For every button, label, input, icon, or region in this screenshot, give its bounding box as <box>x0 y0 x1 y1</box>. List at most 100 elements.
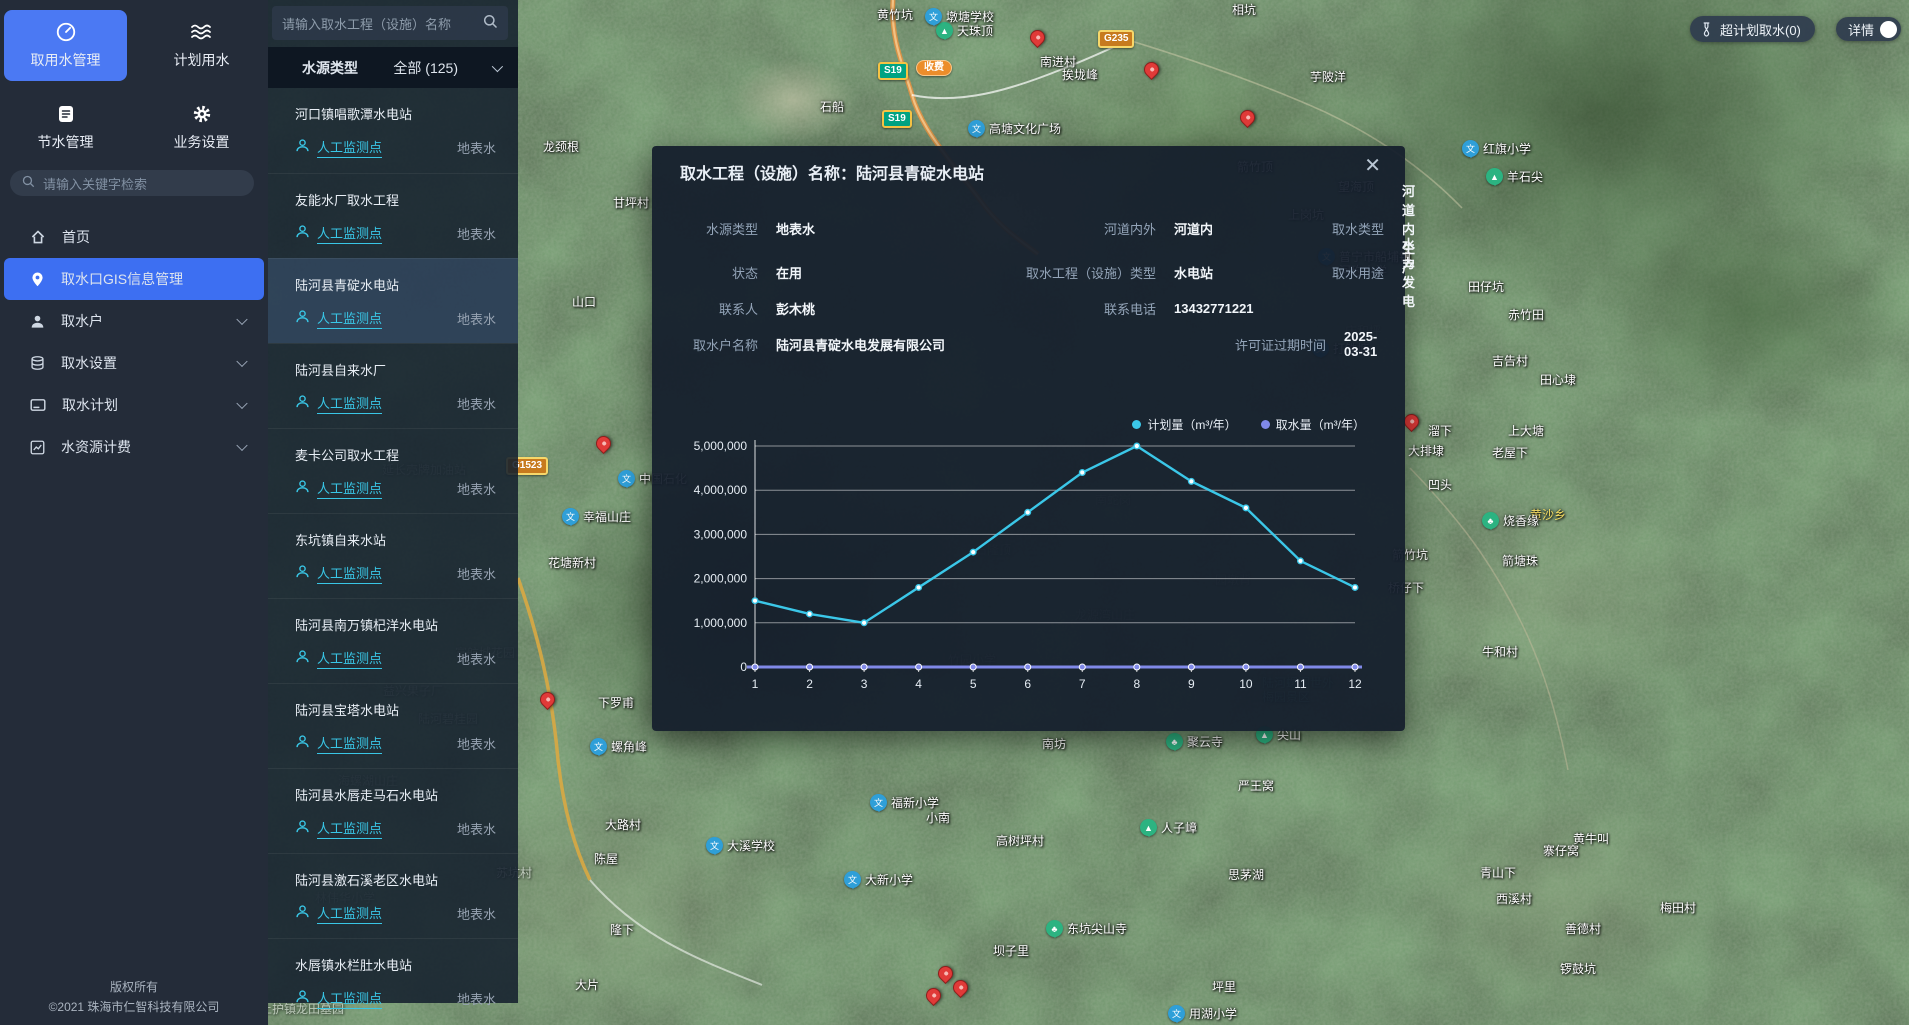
detail-toggle[interactable]: 详情 <box>1836 17 1902 41</box>
facility-search-input[interactable]: 请输入取水工程（设施）名称 <box>272 6 508 40</box>
facility-name: 陆河县青碇水电站 <box>295 278 400 293</box>
map-place-label: 相坑 <box>1232 3 1257 17</box>
map-place-label: 石船 <box>820 100 845 114</box>
red-map-pin[interactable] <box>934 962 957 985</box>
monitor-type-link[interactable]: 人工监测点 <box>317 308 383 329</box>
chevron-down-icon[interactable] <box>491 60 504 72</box>
map-poi-label: 大新小学 <box>865 873 914 887</box>
monitor-type-link[interactable]: 人工监测点 <box>317 137 383 158</box>
field-row: 取水户名称 陆河县青碇水电发展有限公司 许可证过期时间 2025-03-31 <box>664 326 1393 362</box>
monitor-type-link[interactable]: 人工监测点 <box>317 733 383 754</box>
monitor-type-link[interactable]: 人工监测点 <box>317 988 383 1009</box>
list-item[interactable]: 陆河县水唇走马石水电站 人工监测点 地表水 <box>262 768 518 853</box>
school-icon[interactable]: 文 <box>870 794 887 812</box>
water-source-type: 地表水 <box>456 141 496 156</box>
close-icon[interactable]: ✕ <box>1364 155 1381 177</box>
sidebar-item-label: 取水户 <box>61 313 103 329</box>
red-map-pin[interactable] <box>1026 26 1049 49</box>
red-map-pin[interactable] <box>949 976 972 999</box>
sidebar-item-取水设置[interactable]: 取水设置 <box>0 342 268 384</box>
school-icon[interactable]: 文 <box>618 470 635 488</box>
school-icon[interactable]: 文 <box>1462 140 1479 158</box>
scenic-icon[interactable]: ♣ <box>1482 512 1499 530</box>
over-plan-intake-button[interactable]: 超计划取水(0) <box>1690 16 1815 42</box>
person-icon <box>295 224 310 244</box>
sidebar-item-首页[interactable]: 首页 <box>0 216 268 258</box>
monitor-type-link[interactable]: 人工监测点 <box>317 563 383 584</box>
chevron-down-icon[interactable] <box>236 439 248 452</box>
intake-chart: 0 1,000,000 2,000,000 3,000,000 4,000,000 5,0… <box>652 408 1405 718</box>
list-item[interactable]: 陆河县青碇水电站人工监测点 地表水 <box>262 258 518 343</box>
scenic-icon[interactable]: ♣ <box>1046 920 1063 938</box>
chevron-down-icon[interactable] <box>236 355 248 368</box>
map-place-label: 老屋下 <box>1492 446 1529 460</box>
facility-info-row: 人工监测点 地表水 <box>295 308 496 329</box>
map-place-label: 严王窝 <box>1238 779 1275 793</box>
mountain-icon[interactable]: ▲ <box>1486 168 1503 186</box>
monitor-type-link[interactable]: 人工监测点 <box>317 393 383 414</box>
water-source-type: 地表水 <box>456 397 496 412</box>
source-type-filter-bar[interactable]: 水源类型 全部 (125) <box>262 47 518 88</box>
mountain-icon[interactable]: ▲ <box>1140 819 1157 837</box>
chevron-down-icon[interactable] <box>236 313 248 326</box>
red-map-pin[interactable] <box>536 688 559 711</box>
filter-value[interactable]: 全部 (125) <box>393 59 458 76</box>
sidebar-item-水资源计费[interactable]: 水资源计费 <box>0 426 268 468</box>
sidebar-item-取水计划[interactable]: 取水计划 <box>0 384 268 426</box>
sidebar-search-input[interactable]: 请输入关键字检索 <box>10 170 254 196</box>
person-icon <box>295 309 310 329</box>
map-poi-label: 墩塘学校 <box>946 10 995 24</box>
school-icon[interactable]: 文 <box>706 837 723 855</box>
school-icon[interactable]: 文 <box>590 738 607 756</box>
school-icon[interactable]: 文 <box>1168 1005 1185 1023</box>
road-shield: G235 <box>1098 30 1135 48</box>
search-icon[interactable] <box>483 14 498 32</box>
map-poi-label: 聚云寺 <box>1187 735 1224 749</box>
scenic-icon[interactable]: ♣ <box>1166 733 1183 751</box>
app-tile-业务设置[interactable]: 业务设置 <box>140 92 263 163</box>
school-icon[interactable]: 文 <box>968 120 985 138</box>
svg-text:4: 4 <box>915 677 922 691</box>
list-item[interactable]: 麦卡公司取水工程 人工监测点 地表水 <box>262 428 518 513</box>
monitor-type-link[interactable]: 人工监测点 <box>317 648 383 669</box>
monitor-type-link[interactable]: 人工监测点 <box>317 903 383 924</box>
list-item[interactable]: 陆河县宝塔水电站 人工监测点 地表水 <box>262 683 518 768</box>
red-map-pin[interactable] <box>1140 58 1163 81</box>
app-tile-计划用水[interactable]: 计划用水 <box>140 10 263 81</box>
list-item[interactable]: 河口镇唱歌潭水电站 人工监测点 地表水 <box>262 88 518 173</box>
monitor-type-link[interactable]: 人工监测点 <box>317 478 383 499</box>
card-icon <box>30 398 46 412</box>
app-tile-节水管理[interactable]: 节水管理 <box>4 92 127 163</box>
svg-text:5: 5 <box>970 677 977 691</box>
map-place-label: 善德村 <box>1565 922 1602 936</box>
list-item[interactable]: 友能水厂取水工程 人工监测点 地表水 <box>262 173 518 258</box>
red-map-pin[interactable] <box>592 432 615 455</box>
list-item[interactable]: 陆河县南万镇杞洋水电站 人工监测点 地表水 <box>262 598 518 683</box>
list-item[interactable]: 陆河县自来水厂 人工监测点 地表水 <box>262 343 518 428</box>
facility-info-row: 人工监测点 地表水 <box>295 478 496 499</box>
toggle-knob[interactable] <box>1880 20 1898 38</box>
facility-info-row: 人工监测点 地表水 <box>295 648 496 669</box>
school-icon[interactable]: 文 <box>925 8 942 26</box>
chevron-down-icon[interactable] <box>236 397 248 410</box>
monitor-type-link[interactable]: 人工监测点 <box>317 223 383 244</box>
map-poi-label: 东坑尖山寺 <box>1067 922 1128 936</box>
red-map-pin[interactable] <box>1236 106 1259 129</box>
sidebar-item-取水口GIS信息管理[interactable]: 取水口GIS信息管理 <box>4 258 264 300</box>
app-tile-取用水管理[interactable]: 取用水管理 <box>4 10 127 81</box>
monitor-type-link[interactable]: 人工监测点 <box>317 818 383 839</box>
school-icon[interactable]: 文 <box>562 508 579 526</box>
red-map-pin[interactable] <box>922 984 945 1007</box>
field-value: 13432771221 <box>1174 300 1254 316</box>
legend-dot <box>1260 420 1270 429</box>
facility-info-row: 人工监测点 地表水 <box>295 818 496 839</box>
gauge-icon <box>55 21 77 43</box>
list-item[interactable]: 水唇镇水栏肚水电站 人工监测点 地表水 <box>262 938 518 1023</box>
school-icon[interactable]: 文 <box>844 871 861 889</box>
list-item[interactable]: 东坑镇自来水站 人工监测点 地表水 <box>262 513 518 598</box>
sidebar-item-取水户[interactable]: 取水户 <box>0 300 268 342</box>
map-poi-label: 羊石尖 <box>1507 170 1544 184</box>
list-item[interactable]: 陆河县激石溪老区水电站 人工监测点 地表水 <box>262 853 518 938</box>
map-place-label: 田仔坑 <box>1468 280 1505 294</box>
mountain-icon[interactable]: ▲ <box>936 22 953 40</box>
